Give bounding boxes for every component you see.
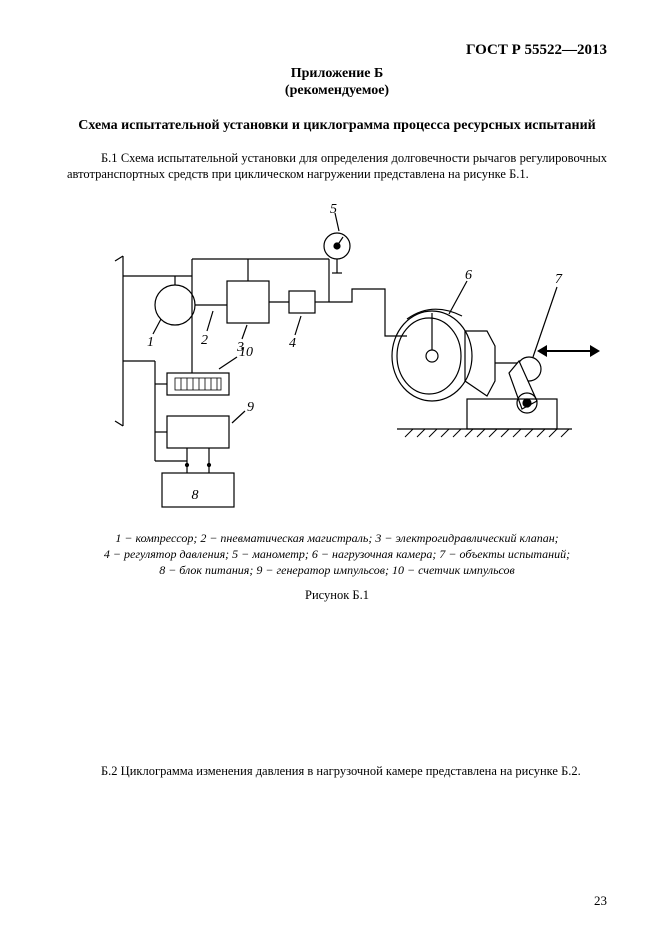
- appendix-note: (рекомендуемое): [67, 83, 607, 99]
- svg-text:10: 10: [239, 345, 253, 360]
- document-id: ГОСТ Р 55522—2013: [67, 42, 607, 59]
- svg-text:6: 6: [465, 268, 472, 283]
- svg-text:5: 5: [330, 202, 337, 217]
- section-title: Схема испытательной установки и циклогра…: [67, 117, 607, 136]
- figure-caption: Рисунок Б.1: [67, 588, 607, 603]
- svg-text:1: 1: [147, 335, 154, 350]
- page-number: 23: [594, 893, 607, 909]
- paragraph-b2: Б.2 Циклограмма изменения давления в наг…: [67, 763, 607, 779]
- svg-text:2: 2: [201, 333, 208, 348]
- svg-text:7: 7: [555, 272, 563, 287]
- svg-text:9: 9: [247, 400, 254, 415]
- diagram-b1: 1 2 3 4 5 6 7 8 9 10: [67, 201, 607, 516]
- appendix-title: Приложение Б: [67, 65, 607, 83]
- svg-text:8: 8: [192, 488, 199, 503]
- svg-text:4: 4: [289, 336, 296, 351]
- figure-legend: 1 − компрессор; 2 − пневматическая магис…: [67, 530, 607, 579]
- paragraph-b1: Б.1 Схема испытательной установки для оп…: [67, 150, 607, 183]
